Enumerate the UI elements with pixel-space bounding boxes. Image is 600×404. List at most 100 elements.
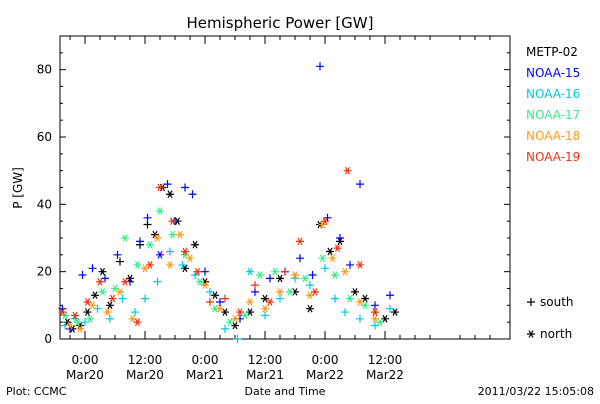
legend-marker-south <box>527 298 535 306</box>
data-point-north <box>236 308 244 316</box>
data-point-south <box>221 324 229 333</box>
x-tick-label-date: Mar22 <box>306 368 344 382</box>
data-point-south <box>346 260 354 269</box>
data-point-north <box>211 291 219 300</box>
data-point-south <box>116 257 124 266</box>
data-point-north <box>261 304 269 313</box>
data-point-south <box>143 213 152 222</box>
data-point-north <box>361 301 369 310</box>
data-point-north <box>216 304 224 313</box>
data-point-north <box>346 294 354 303</box>
x-tick-label-time: 0:00 <box>192 353 219 367</box>
data-point-north <box>133 261 142 269</box>
data-point-south <box>106 314 114 323</box>
data-point-south <box>166 247 174 256</box>
legend-marker-north <box>527 330 535 338</box>
data-point-north <box>83 308 92 316</box>
data-point-north <box>181 251 189 259</box>
legend-entry: NOAA-18 <box>526 129 580 143</box>
data-point-south <box>336 234 344 242</box>
data-point-north <box>246 308 254 316</box>
chart-title: Hemispheric Power [GW] <box>187 14 374 32</box>
legend-entry: NOAA-19 <box>526 150 580 164</box>
data-point-south <box>201 267 209 276</box>
axes-layer: 0204060800:00Mar2012:00Mar200:00Mar2112:… <box>37 35 510 382</box>
data-point-north <box>153 234 162 242</box>
data-point-north <box>231 315 239 323</box>
data-point-south <box>281 267 289 276</box>
data-point-north <box>196 277 204 286</box>
data-point-south <box>191 271 199 280</box>
data-point-north <box>66 321 74 330</box>
series-noaa-16 <box>61 247 394 343</box>
data-point-north <box>276 274 284 283</box>
data-point-north <box>186 254 194 262</box>
data-point-south <box>131 308 139 317</box>
data-point-south <box>88 264 97 273</box>
footer-timestamp: 2011/03/22 15:05:08 <box>478 385 594 398</box>
data-point-south <box>321 264 329 273</box>
x-tick-label-date: Mar20 <box>66 368 104 382</box>
data-point-north <box>266 298 274 306</box>
data-point-north <box>256 271 264 279</box>
y-axis-label: P [GW] <box>11 167 25 209</box>
data-point-south <box>341 308 349 317</box>
data-point-south <box>118 294 127 303</box>
data-point-north <box>103 308 112 316</box>
data-point-south <box>101 274 109 283</box>
data-point-south <box>136 237 144 246</box>
data-point-south <box>233 335 242 343</box>
y-tick-label: 60 <box>37 130 52 144</box>
data-point-south <box>323 213 332 222</box>
data-point-south <box>306 281 314 290</box>
legend-entry: NOAA-17 <box>526 108 580 122</box>
legend-entry: NOAA-16 <box>526 87 580 101</box>
data-point-north <box>246 267 254 276</box>
data-point-north <box>133 318 142 326</box>
data-point-north <box>91 291 99 300</box>
data-point-south <box>296 254 304 263</box>
data-point-north <box>286 288 294 296</box>
data-point-north <box>108 294 117 303</box>
data-point-north <box>146 261 154 269</box>
data-point-south <box>163 180 172 189</box>
data-point-south <box>81 318 89 327</box>
data-point-north <box>116 288 124 296</box>
x-tick-label-time: 0:00 <box>72 353 99 367</box>
x-tick-label-date: Mar21 <box>186 368 224 382</box>
data-point-north <box>381 315 389 323</box>
data-point-south <box>143 220 152 229</box>
data-point-north <box>146 240 154 249</box>
y-tick-label: 80 <box>37 63 52 77</box>
data-point-north <box>301 274 309 283</box>
data-point-south <box>181 183 189 192</box>
data-point-north <box>76 325 84 333</box>
series-noaa-19 <box>58 166 379 326</box>
data-point-south <box>221 294 229 303</box>
data-point-north <box>58 308 67 316</box>
data-point-north <box>318 254 327 262</box>
data-point-north <box>306 304 314 313</box>
data-point-north <box>261 294 269 303</box>
data-point-north <box>71 311 79 320</box>
data-point-north <box>191 240 199 249</box>
series-noaa-17 <box>61 207 384 326</box>
data-point-south <box>153 277 162 286</box>
series-noaa-18 <box>66 220 379 333</box>
data-point-south <box>266 274 274 283</box>
data-point-south <box>113 250 122 259</box>
data-point-north <box>141 264 149 273</box>
data-point-north <box>371 315 379 323</box>
data-point-south <box>371 301 379 310</box>
data-point-north <box>73 318 82 326</box>
data-point-north <box>333 244 342 252</box>
data-point-north <box>83 298 92 306</box>
data-point-south <box>386 291 394 300</box>
data-point-north <box>331 271 339 279</box>
data-point-south <box>251 287 259 296</box>
x-tick-label-time: 12:00 <box>248 353 283 367</box>
legend-marker-label: south <box>540 295 574 309</box>
data-point-north <box>291 271 299 279</box>
data-point-south <box>356 314 364 323</box>
